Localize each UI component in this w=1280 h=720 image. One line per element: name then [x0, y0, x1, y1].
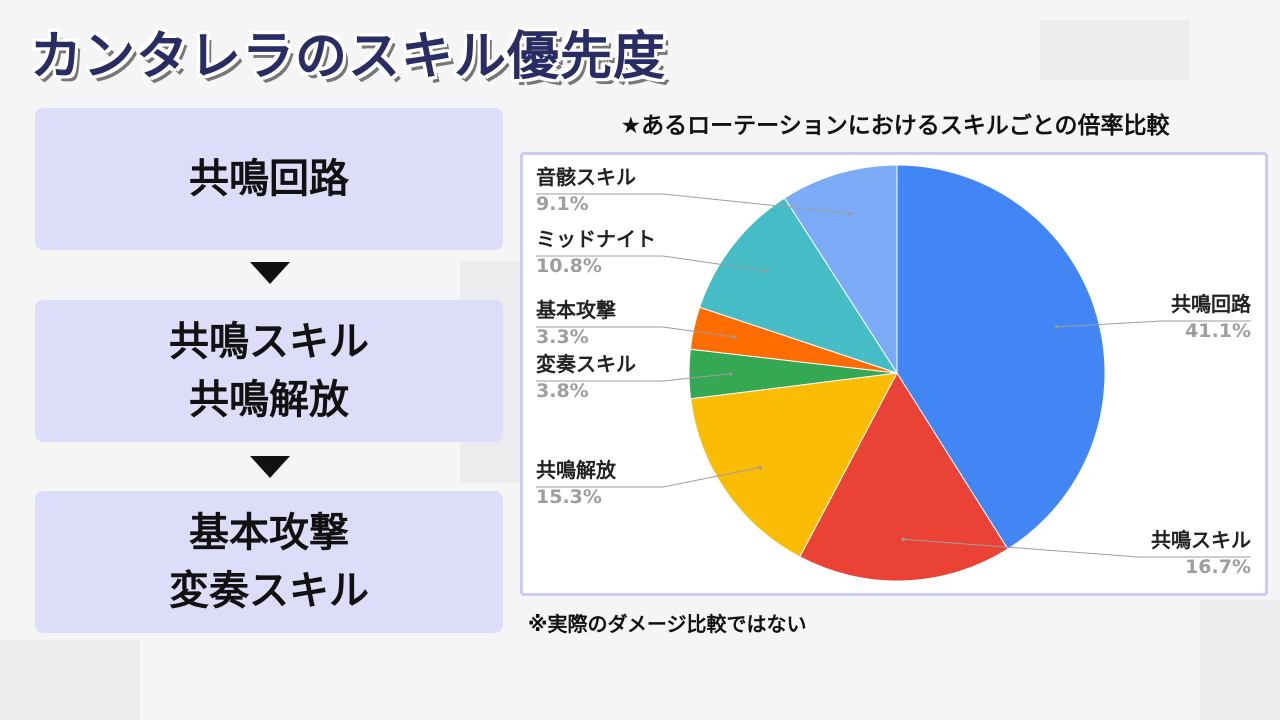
priority-step-1-line-1: 共鳴回路 — [189, 156, 349, 202]
pie-slice — [783, 164, 898, 375]
leader-line — [536, 326, 735, 338]
chart-panel: 共鳴回路 41.1% 共鳴スキル 16.7% 共鳴解放 15.3% 変奏スキル 3.8% 基本攻… — [520, 152, 1268, 596]
down-arrow-icon — [250, 262, 290, 284]
slice-value-label: 15.3% — [536, 486, 602, 508]
background-tile — [1040, 20, 1190, 80]
pie-slice — [896, 164, 1106, 550]
slice-label: 共鳴解放 — [536, 458, 617, 482]
chart-heading: ★あるローテーションにおけるスキルごとの倍率比較 — [620, 113, 1170, 139]
leader-line — [536, 373, 731, 382]
slice-value-label: 3.8% — [536, 380, 589, 402]
background-tile — [1200, 600, 1280, 720]
slice-label: ミッドナイト — [536, 227, 656, 251]
slice-label: 変奏スキル — [536, 352, 636, 376]
slice-value-label: 9.1% — [536, 193, 589, 215]
leader-line — [903, 538, 1251, 558]
down-arrow-icon — [250, 456, 290, 478]
priority-step-3: 基本攻撃 変奏スキル — [35, 491, 503, 633]
leader-line — [1056, 320, 1251, 328]
background-tile — [0, 640, 140, 720]
slice-label: 音骸スキル — [536, 165, 636, 189]
slice-label: 共鳴回路 — [1171, 292, 1252, 316]
leader-dot — [763, 269, 768, 273]
slice-value-label: 16.7% — [1185, 556, 1251, 578]
leader-line — [536, 255, 766, 272]
priority-step-2-line-2: 共鳴解放 — [189, 377, 349, 423]
slice-label: 共鳴スキル — [1151, 528, 1251, 552]
slice-value-label: 3.3% — [536, 326, 589, 348]
leader-dot — [848, 211, 852, 216]
slice-value-label: 10.8% — [536, 255, 602, 277]
chart-note: ※実際のダメージ比較ではない — [528, 612, 807, 636]
slice-value-label: 41.1% — [1185, 320, 1251, 342]
leader-line — [536, 467, 761, 488]
pie-slice — [799, 372, 1009, 582]
priority-step-3-line-2: 変奏スキル — [169, 568, 369, 614]
leader-line — [536, 193, 851, 214]
pie-slice — [690, 372, 898, 558]
pie-chart: 共鳴回路 41.1% 共鳴スキル 16.7% 共鳴解放 15.3% 変奏スキル 3.8% 基本攻… — [536, 164, 1252, 582]
priority-step-1: 共鳴回路 — [35, 108, 503, 250]
priority-step-3-line-1: 基本攻撃 — [189, 510, 349, 556]
pie-slice — [699, 197, 899, 374]
priority-step-2: 共鳴スキル 共鳴解放 — [35, 300, 503, 442]
slice-label: 基本攻撃 — [536, 298, 616, 322]
priority-step-2-line-1: 共鳴スキル — [169, 319, 369, 365]
page-title: カンタレラのスキル優先度 — [30, 27, 667, 87]
